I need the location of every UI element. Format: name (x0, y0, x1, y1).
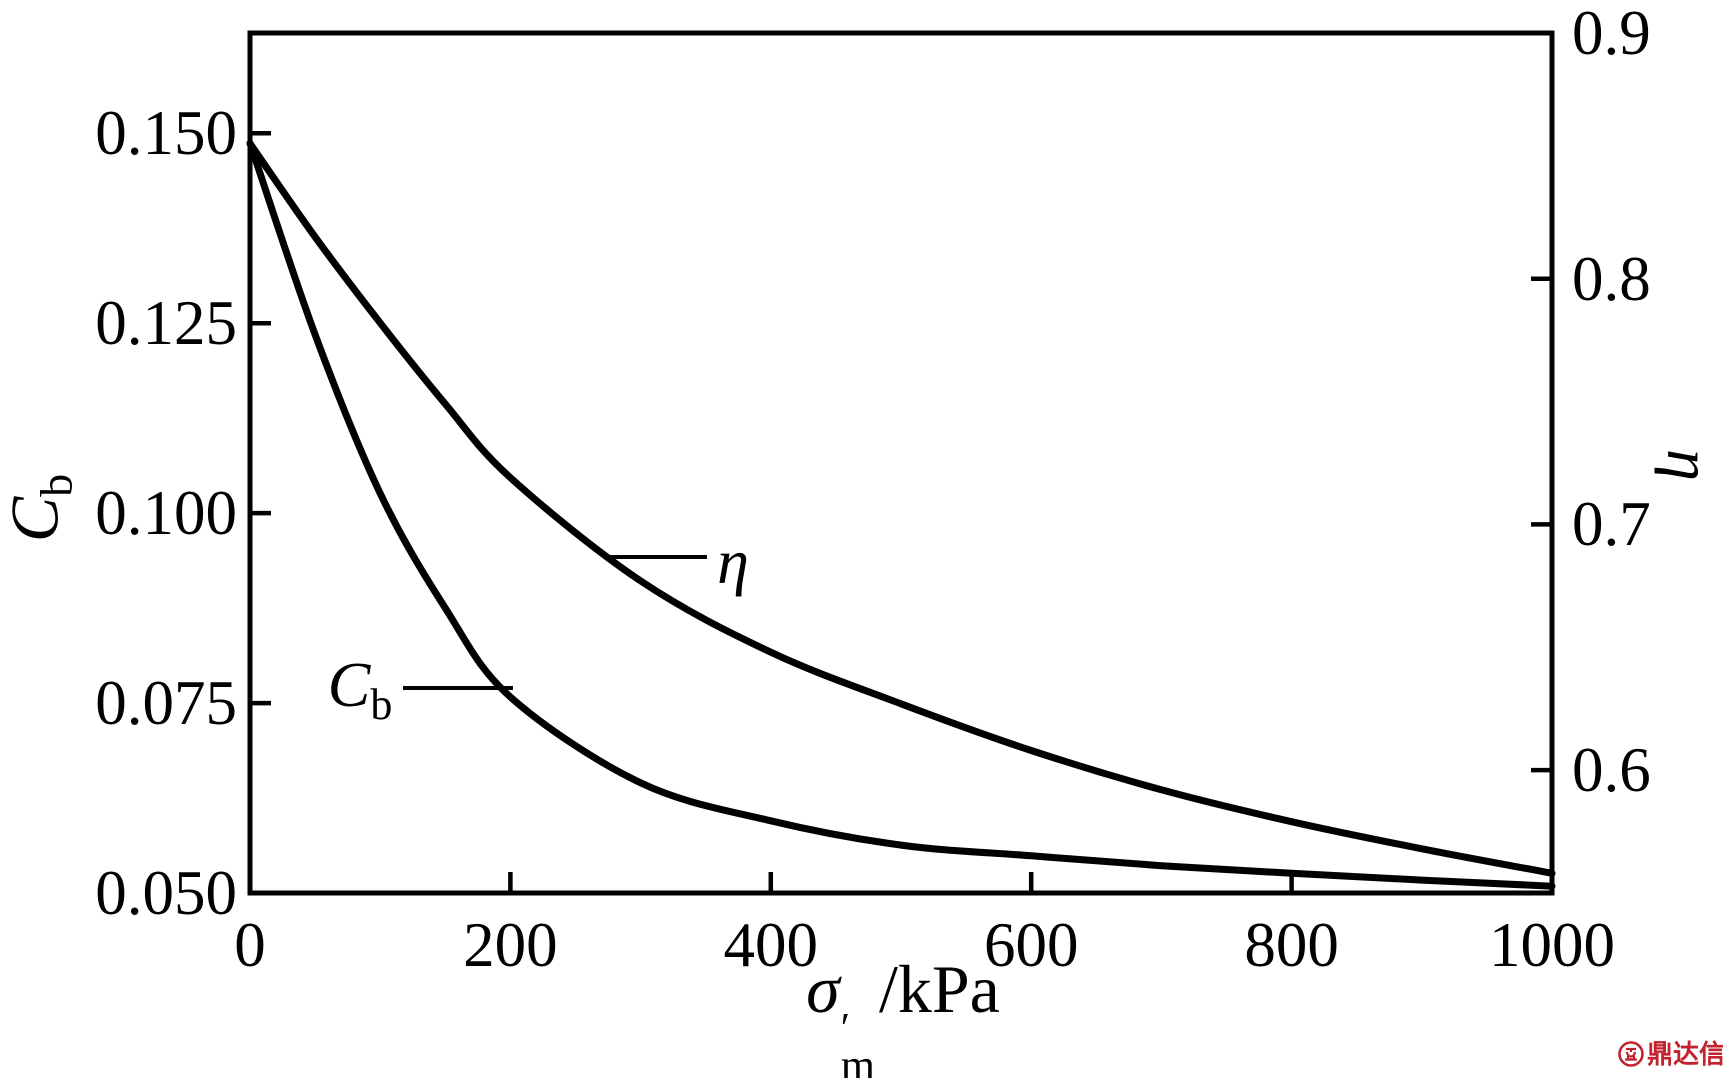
watermark: 鼎达信 (1617, 1040, 1723, 1068)
y-left-subscript: b (30, 473, 82, 497)
x-tick-label: 800 (1244, 910, 1339, 980)
x-tick-label: 200 (463, 910, 558, 980)
sigma-symbol: σ (806, 950, 840, 1027)
x-tick-label: 1000 (1489, 910, 1615, 980)
y-right-tick-label: 0.9 (1572, 0, 1651, 68)
curve-eta (246, 140, 1556, 877)
plot-border (247, 30, 1555, 896)
cb-annotation-subscript: b (370, 680, 393, 729)
prime-mark: ′ (840, 1005, 850, 1052)
y-axis-right-title: η (1654, 449, 1723, 481)
y-left-tick-label: 0.100 (95, 478, 237, 549)
y-left-tick-label: 0.075 (95, 668, 237, 739)
x-tick-label: 400 (723, 910, 819, 980)
curve-Cb (246, 139, 1556, 890)
y-left-tick-label: 0.050 (95, 858, 237, 928)
curve-label-eta: η (717, 530, 749, 594)
y-right-tick-label: 0.6 (1572, 735, 1651, 806)
m-subscript: m (840, 1040, 875, 1078)
watermark-text: 鼎达信 (1647, 1039, 1723, 1069)
curve-label-cb: Cb (328, 653, 393, 727)
y-right-tick-label: 0.7 (1572, 489, 1651, 560)
y-left-tick-label: 0.125 (95, 288, 237, 359)
x-axis-unit: /kPa (878, 950, 1000, 1027)
x-axis-title: σ ′ m/kPa (806, 955, 1000, 1078)
x-tick-label: 600 (983, 910, 1079, 980)
sigma-prime-subscript: ′ m (840, 1005, 875, 1078)
x-tick-label: 0 (234, 910, 266, 980)
y-left-tick-label: 0.150 (95, 98, 237, 169)
cb-annotation-symbol: C (327, 649, 371, 720)
y-left-symbol: C (0, 496, 73, 543)
eta-annotation-text: η (717, 526, 749, 597)
y-right-symbol: η (1654, 449, 1723, 481)
dingdaxin-logo-icon (1618, 1041, 1644, 1067)
y-axis-left-title: Cb (0, 473, 82, 543)
y-right-tick-label: 0.8 (1572, 243, 1651, 314)
